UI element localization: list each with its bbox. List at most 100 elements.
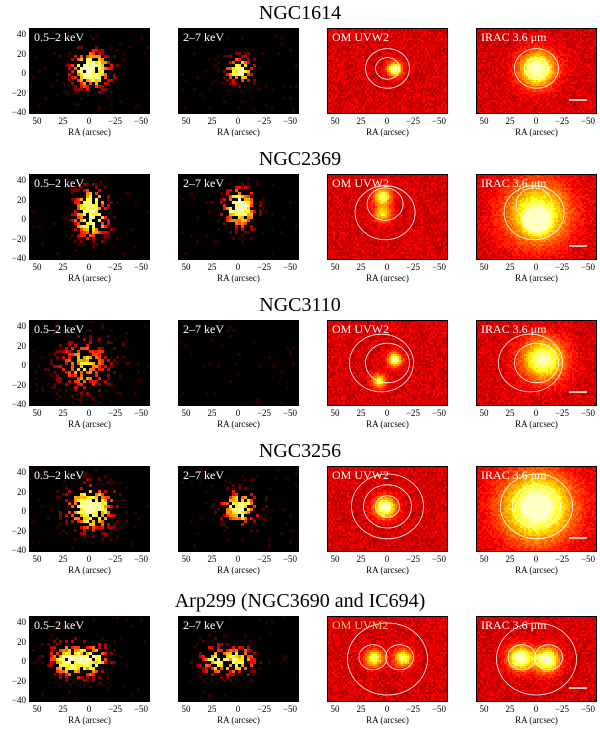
image-panel: 0.5–2 keV [29,28,150,114]
y-tick-label: 0 [6,361,26,370]
x-tick-label: 0 [534,263,539,272]
image-panel: OM UVW2 [327,320,448,406]
galaxy-title: NGC3110 [0,294,600,316]
galaxy-title: NGC1614 [0,2,600,24]
y-tick-label: 40 [6,176,26,185]
x-tick-label: −50 [432,555,446,564]
x-tick-label: 0 [385,263,390,272]
x-tick-label: 50 [182,263,191,272]
x-tick-label: −50 [432,409,446,418]
panel-label: 0.5–2 keV [34,618,84,633]
image-panel: 0.5–2 keV [29,320,150,406]
x-tick-label: −50 [581,555,595,564]
x-tick-label: 0 [236,409,241,418]
x-axis-label: RA (arcsec) [476,715,597,725]
y-tick-label: 20 [6,638,26,647]
image-panel: IRAC 3.6 μm [476,320,597,406]
y-tick-label: −20 [6,677,26,686]
x-tick-label: 25 [59,409,68,418]
y-tick-label: 20 [6,342,26,351]
y-tick-label: 40 [6,618,26,627]
panel-label: OM UVW2 [332,30,389,45]
x-tick-label: −50 [283,117,297,126]
image-panel: 0.5–2 keV [29,174,150,260]
image-panel: OM UVW2 [327,466,448,552]
x-tick-label: −25 [406,409,420,418]
y-tick-label: 40 [6,30,26,39]
image-panel: 2–7 keV [178,616,299,702]
galaxy-title: NGC3256 [0,440,600,462]
x-tick-label: −50 [134,555,148,564]
panel-label: 0.5–2 keV [34,322,84,337]
panel-label: 0.5–2 keV [34,30,84,45]
panel-label: 2–7 keV [183,176,224,191]
y-tick-label: −40 [6,108,26,117]
x-tick-label: 25 [506,409,515,418]
y-tick-label: −20 [6,89,26,98]
x-tick-label: −50 [581,263,595,272]
x-tick-label: 25 [208,117,217,126]
x-tick-label: 25 [59,263,68,272]
x-tick-label: 25 [59,555,68,564]
x-tick-label: −50 [432,263,446,272]
x-tick-label: −25 [257,409,271,418]
x-tick-label: 50 [480,409,489,418]
x-axis-label: RA (arcsec) [327,715,448,725]
x-tick-label: 25 [506,263,515,272]
x-tick-label: 50 [182,555,191,564]
x-tick-label: 25 [208,409,217,418]
image-panel: IRAC 3.6 μm [476,28,597,114]
x-tick-label: −50 [581,117,595,126]
x-tick-label: −25 [555,705,569,714]
x-tick-label: 0 [534,117,539,126]
x-tick-label: −25 [555,555,569,564]
y-tick-label: −20 [6,381,26,390]
image-panel: OM UVW2 [327,28,448,114]
x-tick-label: 50 [33,705,42,714]
x-tick-label: 50 [33,263,42,272]
x-tick-label: −50 [283,409,297,418]
x-tick-label: −50 [581,705,595,714]
y-tick-label: 0 [6,69,26,78]
x-tick-label: −25 [108,705,122,714]
x-axis-label: RA (arcsec) [327,273,448,283]
x-tick-label: 50 [331,117,340,126]
y-tick-label: −40 [6,546,26,555]
x-tick-label: 0 [534,409,539,418]
x-tick-label: −50 [283,555,297,564]
x-tick-label: 50 [480,263,489,272]
y-tick-label: 20 [6,488,26,497]
y-tick-label: −40 [6,696,26,705]
x-tick-label: 0 [385,705,390,714]
x-tick-label: 0 [236,263,241,272]
x-tick-label: 0 [385,555,390,564]
galaxy-group: Arp299 (NGC3690 and IC694)Dec (arcsec)40… [0,590,600,736]
x-tick-label: −25 [257,117,271,126]
x-tick-label: −25 [406,705,420,714]
panel-label: IRAC 3.6 μm [481,618,546,633]
x-tick-label: 0 [236,117,241,126]
y-tick-label: 0 [6,657,26,666]
x-tick-label: −25 [108,117,122,126]
x-tick-label: 25 [357,409,366,418]
panel-label: 2–7 keV [183,468,224,483]
x-axis-label: RA (arcsec) [178,273,299,283]
